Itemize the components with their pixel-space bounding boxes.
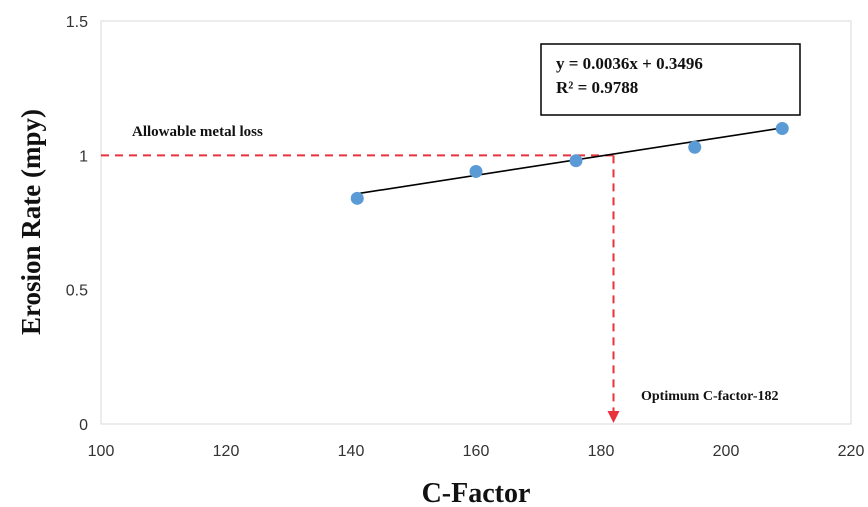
x-tick-label: 140: [338, 443, 365, 460]
data-point: [775, 121, 789, 135]
allowable-metal-loss-label: Allowable metal loss: [132, 124, 263, 140]
plot-area: [100, 20, 852, 425]
x-tick-label: 220: [838, 443, 865, 460]
x-tick-label: 160: [463, 443, 490, 460]
x-tick-label: 120: [213, 443, 240, 460]
y-tick-label: 1: [79, 148, 88, 165]
equation-text: y = 0.0036x + 0.3496: [556, 54, 703, 73]
r-squared-text: R² = 0.9788: [556, 78, 638, 97]
data-point: [688, 140, 702, 154]
x-tick-labels: 100 120 140 160 180 200 220: [88, 443, 865, 460]
equation-box: [540, 43, 801, 116]
y-tick-label: 1.5: [66, 14, 88, 31]
data-point: [350, 191, 364, 205]
reference-lines: [101, 154, 620, 423]
data-point: [469, 164, 483, 178]
data-point: [569, 154, 583, 168]
y-tick-label: 0.5: [66, 283, 88, 300]
x-tick-label: 200: [713, 443, 740, 460]
data-points: [350, 121, 789, 205]
x-axis-title: C-Factor: [422, 478, 531, 507]
y-axis-title: Erosion Rate (mpy): [16, 109, 46, 335]
y-tick-labels: 0 0.5 1 1.5: [66, 14, 88, 434]
x-tick-label: 100: [88, 443, 115, 460]
y-tick-label: 0: [79, 417, 88, 434]
optimum-c-factor-label: Optimum C-factor-182: [641, 389, 779, 404]
x-tick-label: 180: [588, 443, 615, 460]
arrow-down-icon: [607, 411, 620, 423]
